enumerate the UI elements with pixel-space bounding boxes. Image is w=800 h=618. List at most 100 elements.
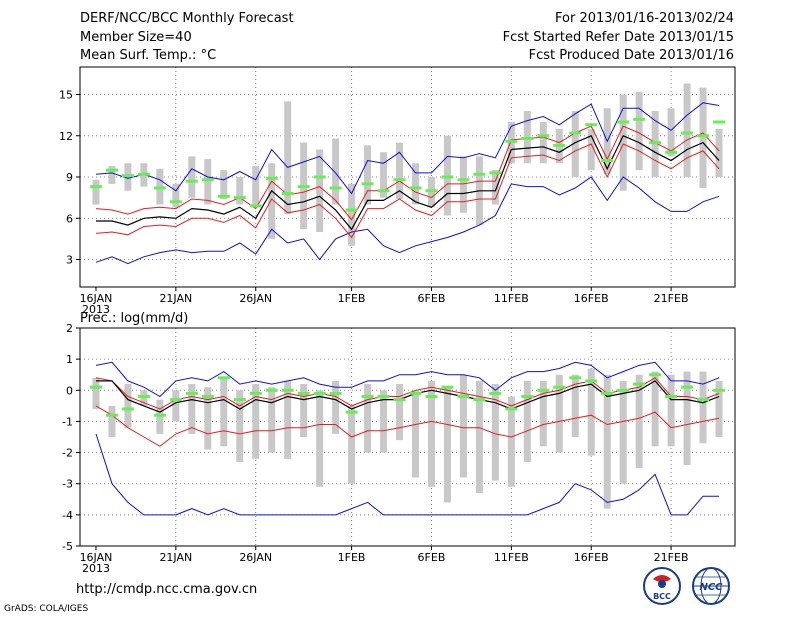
chart-prec-box — [124, 384, 132, 428]
chart-temp-median-marker — [233, 196, 246, 200]
chart-temp-xtick-label: 11FEB — [494, 292, 529, 305]
chart-temp-median-marker — [217, 194, 230, 198]
ncc-logo: NCC — [692, 567, 730, 605]
chart-temp-box — [252, 166, 260, 208]
chart-prec-box — [396, 384, 404, 441]
chart-temp-box — [380, 152, 388, 198]
chart-prec-median-marker — [89, 385, 102, 389]
chart-prec-box — [284, 380, 292, 459]
chart-prec-median-marker — [105, 413, 118, 417]
chart-temp-median-marker — [617, 120, 630, 124]
chart-prec-box — [380, 390, 388, 453]
chart-prec-blue-low-line — [95, 433, 719, 516]
source-url[interactable]: http://cmdp.ncc.cma.gov.cn — [76, 582, 258, 597]
chart-temp-box — [348, 183, 356, 246]
chart-prec-median-marker — [601, 391, 614, 395]
member-size-label: Member Size=40 — [80, 30, 192, 45]
chart-prec-red-low-line — [95, 405, 720, 447]
chart-temp-xtick-label: 26JAN — [239, 292, 272, 305]
chart-prec-median-marker — [409, 391, 422, 395]
chart-temp-box — [172, 183, 180, 208]
chart-temp-median-marker — [313, 175, 326, 179]
chart-title: DERF/NCC/BCC Monthly Forecast — [80, 11, 294, 26]
chart-prec-box — [300, 384, 308, 437]
chart-temp-box — [571, 111, 579, 177]
chart-prec-median-marker — [473, 398, 486, 402]
chart-prec-median-marker — [649, 373, 662, 377]
chart-prec-box — [475, 380, 483, 494]
chart-temp-box — [683, 83, 691, 177]
chart-prec-median-marker — [537, 388, 550, 392]
chart-prec-xtick-label: 1FEB — [338, 551, 366, 564]
chart-temp-median-marker — [89, 185, 102, 189]
bcc-logo-swirl — [653, 575, 671, 582]
chart-prec-blue-high-line — [95, 361, 720, 398]
chart-temp-median-marker — [249, 204, 262, 208]
chart-temp-median-marker — [537, 134, 550, 138]
chart-temp-median-marker — [697, 134, 710, 138]
chart-prec-xtick-label: 26JAN — [239, 551, 272, 564]
chart-prec-ytick-label: 2 — [66, 322, 73, 335]
chart-prec-box — [427, 380, 435, 487]
chart-prec-median-marker — [329, 391, 342, 395]
chart-temp-median-marker — [361, 182, 374, 186]
bcc-logo-core — [658, 580, 666, 588]
chart-prec-box — [364, 384, 372, 453]
chart-temp-xtick-label: 16JAN — [80, 292, 113, 305]
chart-temp-ytick-label: 15 — [59, 89, 73, 102]
chart-temp-box — [411, 163, 419, 205]
chart-temp-box — [204, 159, 212, 205]
chart-prec-box — [252, 384, 260, 459]
chart-prec-median-marker — [345, 410, 358, 414]
chart-prec-box — [204, 387, 212, 450]
chart-prec-box — [411, 390, 419, 478]
chart-temp-ytick-label: 9 — [66, 171, 73, 184]
chart-temp-median-marker — [297, 185, 310, 189]
chart-temp-box — [220, 170, 228, 199]
chart-temp-median-marker — [681, 131, 694, 135]
chart-prec-median-marker — [521, 395, 534, 399]
chart-temp-red-high-line — [95, 125, 720, 221]
chart-prec-median-marker — [297, 391, 310, 395]
chart-temp-box — [715, 128, 723, 177]
chart-prec-ytick-label: -5 — [62, 540, 73, 553]
chart-temp-blue-low-line — [95, 176, 720, 265]
chart-prec-median-marker — [633, 382, 646, 386]
chart-prec-box — [507, 396, 515, 487]
prec-panel-title: Prec.: log(mm/d) — [80, 311, 188, 326]
chart-prec-box — [555, 374, 563, 453]
chart-prec-box — [316, 390, 324, 487]
chart-temp-median-marker — [281, 192, 294, 195]
start-date-label: Fcst Started Refer Date 2013/01/15 — [502, 30, 734, 45]
chart-temp-box — [284, 101, 292, 215]
variable-label: Mean Surf. Temp.: °C — [80, 48, 217, 63]
chart-prec-box — [683, 371, 691, 466]
chart-temp-box — [587, 128, 595, 171]
chart-prec-box — [603, 374, 611, 509]
chart-temp-median-marker — [409, 186, 422, 190]
chart-temp-median-marker — [265, 176, 278, 180]
chart-prec-median-marker — [393, 398, 406, 402]
chart-prec-median-marker — [569, 376, 582, 380]
chart-prec-box — [587, 368, 595, 456]
chart-temp-box — [396, 142, 404, 199]
chart-prec-median-marker — [233, 398, 246, 402]
forecast-period-label: For 2013/01/16-2013/02/24 — [555, 11, 734, 26]
bcc-logo-text: BCC — [653, 592, 671, 601]
chart-prec-year-label: 2013 — [82, 562, 110, 575]
ncc-logo-text: NCC — [699, 582, 723, 593]
chart-temp-box — [667, 108, 675, 157]
chart-prec-median-marker — [281, 388, 294, 392]
chart-temp-red-low-line — [95, 143, 720, 239]
chart-prec-box — [188, 384, 196, 434]
chart-temp-xtick-label: 16FEB — [574, 292, 609, 305]
chart-prec-xtick-label: 6FEB — [418, 551, 446, 564]
chart-prec-xtick-label: 21JAN — [159, 551, 192, 564]
chart-prec-median-marker — [585, 379, 598, 383]
chart-prec-median-marker — [425, 395, 438, 399]
chart-prec-ytick-label: -3 — [62, 478, 73, 491]
chart-prec-box — [443, 387, 451, 503]
chart-prec-box — [268, 387, 276, 453]
chart-temp-median-marker — [329, 186, 342, 190]
chart-prec-box — [491, 384, 499, 481]
